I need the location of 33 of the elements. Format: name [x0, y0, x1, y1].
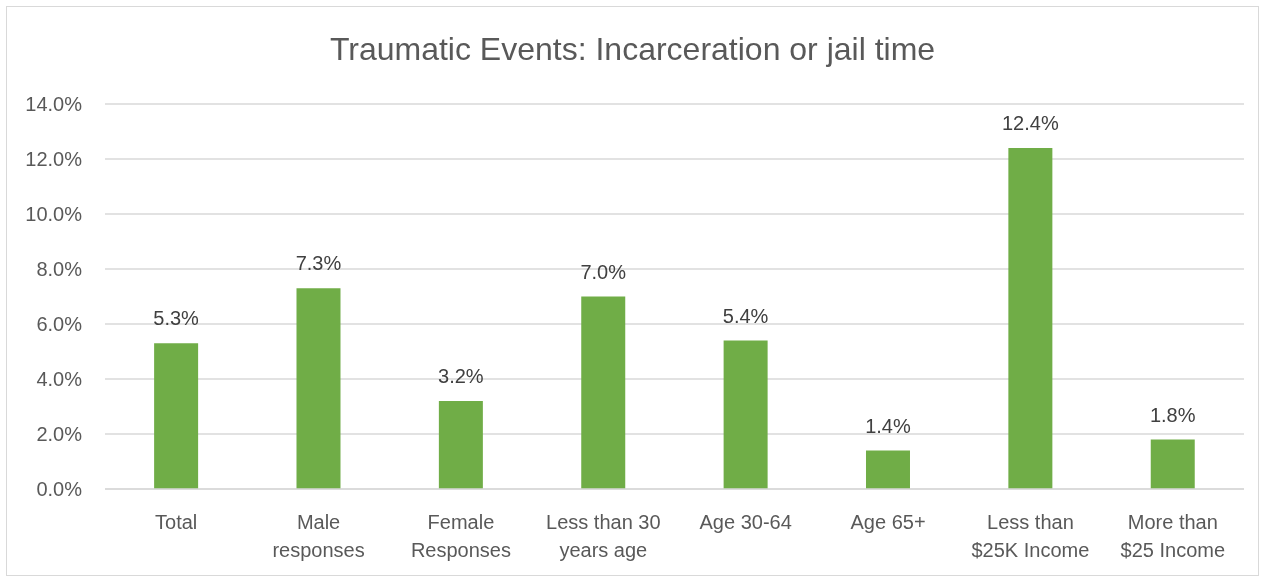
data-label: 5.3% — [153, 307, 200, 330]
y-tick-label: 10.0% — [25, 203, 83, 226]
x-tick-label: Total — [155, 511, 198, 533]
data-label: 12.4% — [1002, 112, 1059, 134]
data-label: 1.8% — [1149, 403, 1196, 426]
x-tick-label: Female Responses — [410, 511, 511, 561]
y-tick-label: 4.0% — [36, 368, 83, 391]
data-label: 5.4% — [722, 304, 769, 327]
bar — [1008, 148, 1053, 489]
x-tick-label: Male responses — [272, 511, 365, 561]
bar — [438, 401, 483, 489]
bar — [723, 340, 768, 489]
data-label: 1.4% — [865, 414, 911, 437]
bar — [865, 450, 910, 489]
y-tick-label: 12.0% — [25, 148, 83, 171]
x-tick-label: Age 65+ — [850, 511, 926, 533]
chart-title: Traumatic Events: Incarceration or jail time — [329, 31, 936, 67]
bar — [581, 296, 626, 489]
data-label: 7.3% — [295, 252, 342, 275]
x-tick-label: Age 30-64 — [699, 511, 792, 533]
bar — [1150, 439, 1195, 489]
x-tick-label: More than $25 Income — [1120, 511, 1226, 561]
x-tick-label: Less than $25K Income — [971, 511, 1090, 561]
y-tick-label: 14.0% — [25, 93, 83, 116]
bar — [296, 288, 341, 489]
data-label: 7.0% — [580, 260, 627, 283]
y-tick-label: 8.0% — [36, 258, 83, 281]
y-tick-label: 0.0% — [36, 478, 83, 501]
data-label: 3.2% — [438, 365, 484, 387]
bar — [154, 343, 199, 489]
x-tick-label: Less than 30 years age — [546, 511, 661, 561]
y-tick-label: 2.0% — [36, 423, 83, 446]
y-tick-label: 6.0% — [36, 313, 83, 336]
